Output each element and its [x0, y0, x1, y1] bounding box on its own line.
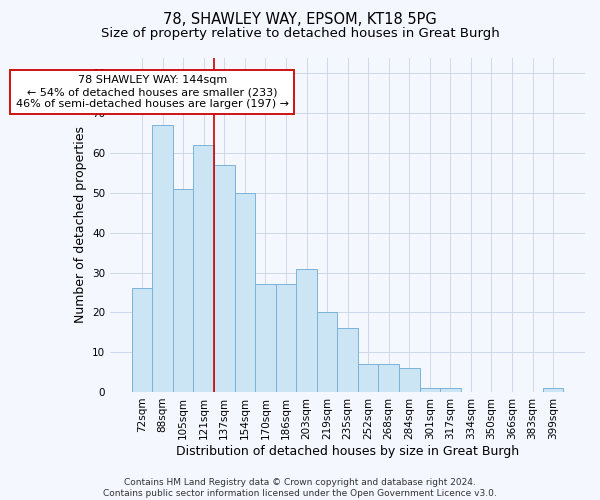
Bar — [419, 388, 440, 392]
Bar — [379, 364, 399, 392]
Text: Size of property relative to detached houses in Great Burgh: Size of property relative to detached ho… — [101, 28, 499, 40]
Bar — [399, 368, 419, 392]
Bar — [275, 284, 296, 392]
Bar — [317, 312, 337, 392]
Bar — [214, 165, 235, 392]
Y-axis label: Number of detached properties: Number of detached properties — [74, 126, 86, 323]
Bar — [337, 328, 358, 392]
Bar — [358, 364, 379, 392]
X-axis label: Distribution of detached houses by size in Great Burgh: Distribution of detached houses by size … — [176, 444, 519, 458]
Bar — [255, 284, 275, 392]
Bar — [173, 189, 193, 392]
Bar — [132, 288, 152, 392]
Text: 78, SHAWLEY WAY, EPSOM, KT18 5PG: 78, SHAWLEY WAY, EPSOM, KT18 5PG — [163, 12, 437, 28]
Bar — [296, 268, 317, 392]
Bar — [440, 388, 461, 392]
Bar — [543, 388, 563, 392]
Text: Contains HM Land Registry data © Crown copyright and database right 2024.
Contai: Contains HM Land Registry data © Crown c… — [103, 478, 497, 498]
Bar — [193, 145, 214, 392]
Bar — [152, 125, 173, 392]
Bar — [235, 193, 255, 392]
Text: 78 SHAWLEY WAY: 144sqm
← 54% of detached houses are smaller (233)
46% of semi-de: 78 SHAWLEY WAY: 144sqm ← 54% of detached… — [16, 76, 289, 108]
